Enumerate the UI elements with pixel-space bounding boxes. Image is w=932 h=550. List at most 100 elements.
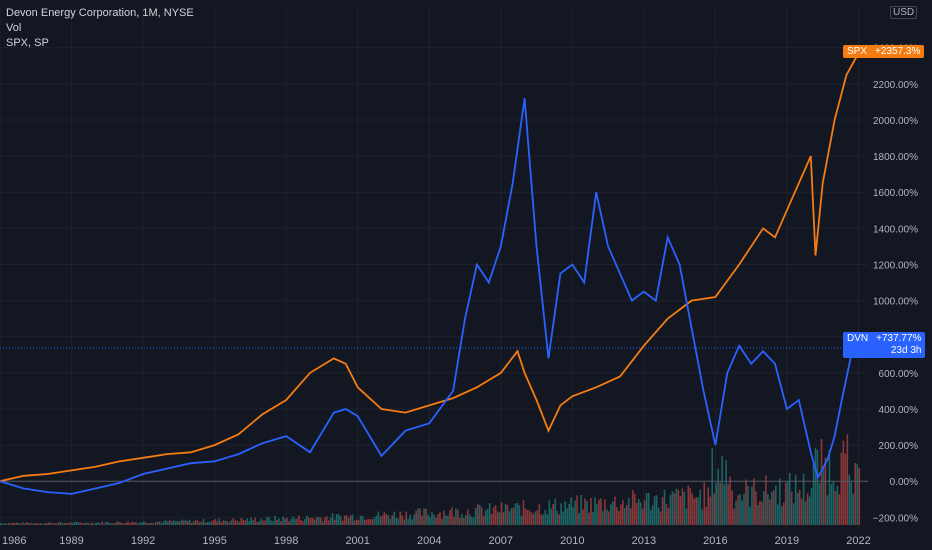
- volume-bar: [526, 510, 529, 525]
- dvn-tag-symbol: DVN: [847, 333, 869, 344]
- volume-bar: [11, 522, 14, 525]
- volume-bar: [695, 497, 698, 525]
- volume-bar: [192, 521, 195, 525]
- volume-bar: [739, 494, 741, 525]
- volume-bar: [542, 514, 545, 525]
- volume-bar: [729, 476, 731, 525]
- volume-bar: [814, 447, 817, 525]
- volume-bar: [586, 500, 588, 525]
- volume-bar: [317, 516, 320, 525]
- volume-bar: [792, 503, 795, 525]
- volume-bar: [31, 523, 34, 525]
- y-tick-label: 1600.00%: [873, 188, 918, 199]
- volume-bars: [0, 434, 861, 525]
- volume-bar: [7, 522, 10, 525]
- x-tick-label: 1995: [202, 535, 226, 547]
- volume-bar: [176, 520, 179, 525]
- volume-bar: [341, 520, 344, 525]
- y-tick-label: 1400.00%: [873, 224, 918, 235]
- volume-bar: [260, 518, 262, 525]
- volume-bar: [125, 522, 127, 525]
- volume-bar: [121, 522, 123, 525]
- legend-title[interactable]: Devon Energy Corporation, 1M, NYSE: [6, 7, 194, 19]
- volume-bar: [327, 520, 330, 525]
- volume-bar: [522, 499, 525, 525]
- volume-bar: [186, 521, 189, 525]
- volume-bar: [401, 515, 404, 525]
- volume-bar: [518, 505, 521, 525]
- volume-bar: [17, 522, 20, 525]
- volume-bar: [399, 511, 402, 525]
- volume-bar: [403, 519, 405, 525]
- volume-bar: [773, 489, 775, 525]
- volume-bar: [272, 521, 274, 525]
- volume-bar: [351, 514, 354, 525]
- volume-bar: [751, 486, 753, 525]
- volume-bar: [604, 499, 606, 525]
- volume-bar: [598, 499, 600, 525]
- volume-bar: [83, 523, 86, 525]
- volume-bar: [693, 498, 696, 525]
- volume-bar: [659, 511, 662, 525]
- volume-bar: [596, 504, 598, 525]
- volume-bar: [75, 521, 78, 525]
- volume-bar: [554, 498, 557, 525]
- volume-bar: [107, 521, 109, 525]
- volume-bar: [441, 518, 443, 525]
- volume-bar: [95, 522, 97, 525]
- volume-bar: [727, 484, 729, 525]
- volume-bar: [717, 468, 719, 525]
- volume-bar: [61, 522, 64, 525]
- volume-bar: [67, 523, 70, 525]
- volume-bar: [767, 493, 769, 525]
- volume-bar: [858, 468, 861, 525]
- volume-bar: [687, 485, 690, 525]
- volume-bar: [463, 517, 465, 525]
- volume-bar: [769, 499, 771, 525]
- volume-bar: [671, 491, 674, 525]
- volume-bar: [548, 500, 551, 525]
- volume-bar: [337, 513, 340, 525]
- y-axis: −200.00%0.00%200.00%400.00%600.00%800.00…: [873, 44, 918, 525]
- volume-bar: [459, 518, 461, 525]
- legend-volume[interactable]: Vol: [6, 22, 22, 34]
- volume-bar: [620, 504, 622, 525]
- volume-bar: [190, 522, 193, 525]
- volume-bar: [427, 514, 429, 525]
- currency-button[interactable]: USD: [890, 6, 918, 19]
- volume-bar: [113, 523, 115, 525]
- volume-bar: [570, 497, 572, 525]
- volume-bar: [699, 489, 702, 525]
- volume-bar: [196, 520, 199, 525]
- volume-bar: [455, 508, 457, 525]
- volume-bar: [661, 497, 664, 525]
- volume-bar: [202, 518, 205, 525]
- volume-bar: [45, 522, 48, 525]
- volume-bar: [818, 482, 821, 525]
- volume-bar: [820, 438, 823, 525]
- volume-bar: [158, 521, 161, 525]
- volume-bar: [91, 522, 94, 525]
- volume-bar: [741, 500, 743, 525]
- volume-bar: [804, 501, 807, 525]
- dvn-tag-value: +737.77%: [876, 333, 922, 344]
- volume-bar: [641, 508, 644, 525]
- volume-bar: [294, 518, 296, 525]
- volume-bar: [369, 519, 372, 525]
- volume-bar: [713, 493, 715, 525]
- volume-bar: [345, 515, 348, 525]
- volume-bar: [423, 508, 425, 525]
- volume-bar: [365, 519, 368, 525]
- volume-bar: [763, 490, 765, 525]
- volume-bar: [784, 482, 787, 525]
- volume-bar: [439, 512, 441, 525]
- volume-bar: [99, 523, 101, 525]
- legend-compare[interactable]: SPX, SP: [6, 37, 49, 49]
- volume-bar: [844, 453, 847, 525]
- volume-bar: [480, 507, 483, 525]
- volume-bar: [848, 474, 851, 525]
- volume-bar: [55, 523, 58, 525]
- volume-bar: [520, 515, 523, 525]
- volume-bar: [73, 521, 76, 525]
